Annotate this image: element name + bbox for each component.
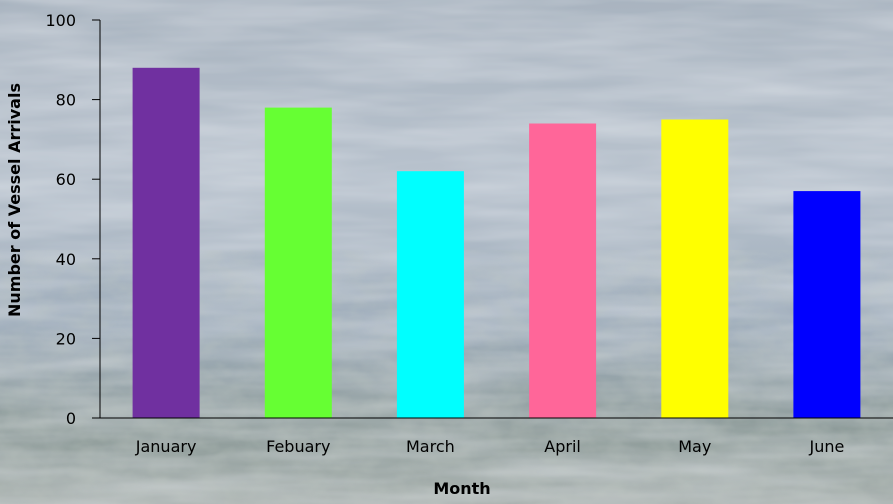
x-tick-label: June [808, 437, 844, 456]
bar-april [529, 123, 597, 418]
y-tick-label: 100 [45, 11, 76, 30]
y-tick-label: 0 [66, 409, 76, 428]
bar-febuary [264, 107, 332, 418]
x-tick-label: May [678, 437, 711, 456]
x-tick-label: January [135, 437, 197, 456]
y-tick-label: 20 [56, 329, 76, 348]
bar-may [661, 119, 729, 418]
bar-march [396, 171, 464, 418]
x-tick-label: April [544, 437, 581, 456]
bars-layer [132, 67, 861, 419]
x-axis-title: Month [433, 479, 490, 498]
y-tick-label: 40 [56, 250, 76, 269]
x-tick-label: March [406, 437, 455, 456]
axes-layer: January Febuary March April May June 0 20 40 60 80… [45, 11, 893, 456]
y-axis-title: Number of Vessel Arrivals [5, 83, 24, 317]
bar-june [793, 191, 861, 418]
x-tick-label: Febuary [266, 437, 330, 456]
y-tick-label: 80 [56, 91, 76, 110]
bar-january [132, 67, 200, 419]
y-tick-label: 60 [56, 170, 76, 189]
